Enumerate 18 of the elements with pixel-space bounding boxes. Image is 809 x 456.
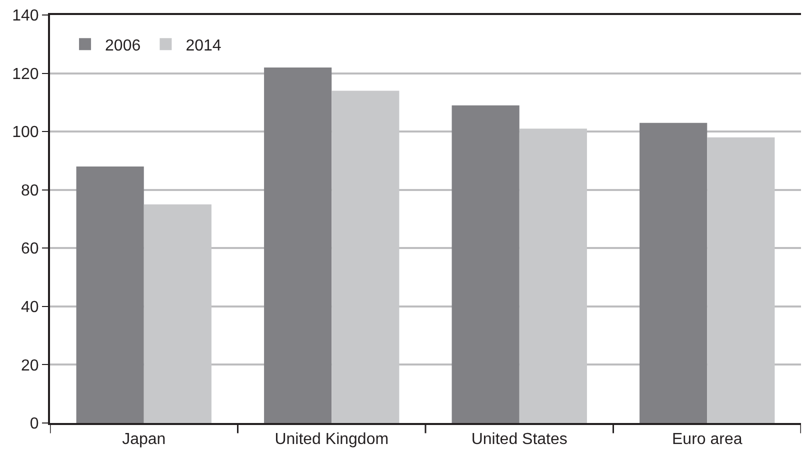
x-tick-label: Japan [122, 431, 166, 448]
x-tick-label: United States [471, 431, 568, 448]
y-tick-label: 140 [12, 8, 39, 25]
y-tick-label: 20 [21, 357, 39, 374]
y-tick-label: 0 [30, 416, 39, 433]
y-tick-label: 120 [12, 66, 39, 83]
x-tick-label: Euro area [672, 431, 742, 448]
x-tick-label: United Kingdom [274, 431, 389, 448]
y-tick-label: 40 [21, 299, 39, 316]
bar [264, 67, 332, 423]
bar [640, 122, 708, 423]
legend-label: 2014 [186, 37, 222, 54]
y-tick-label: 100 [12, 124, 39, 142]
y-tick-label: 60 [21, 240, 39, 258]
bar [76, 166, 144, 423]
y-tick-label: 80 [21, 182, 39, 200]
legend-label: 2006 [105, 37, 141, 54]
bar [452, 105, 520, 423]
